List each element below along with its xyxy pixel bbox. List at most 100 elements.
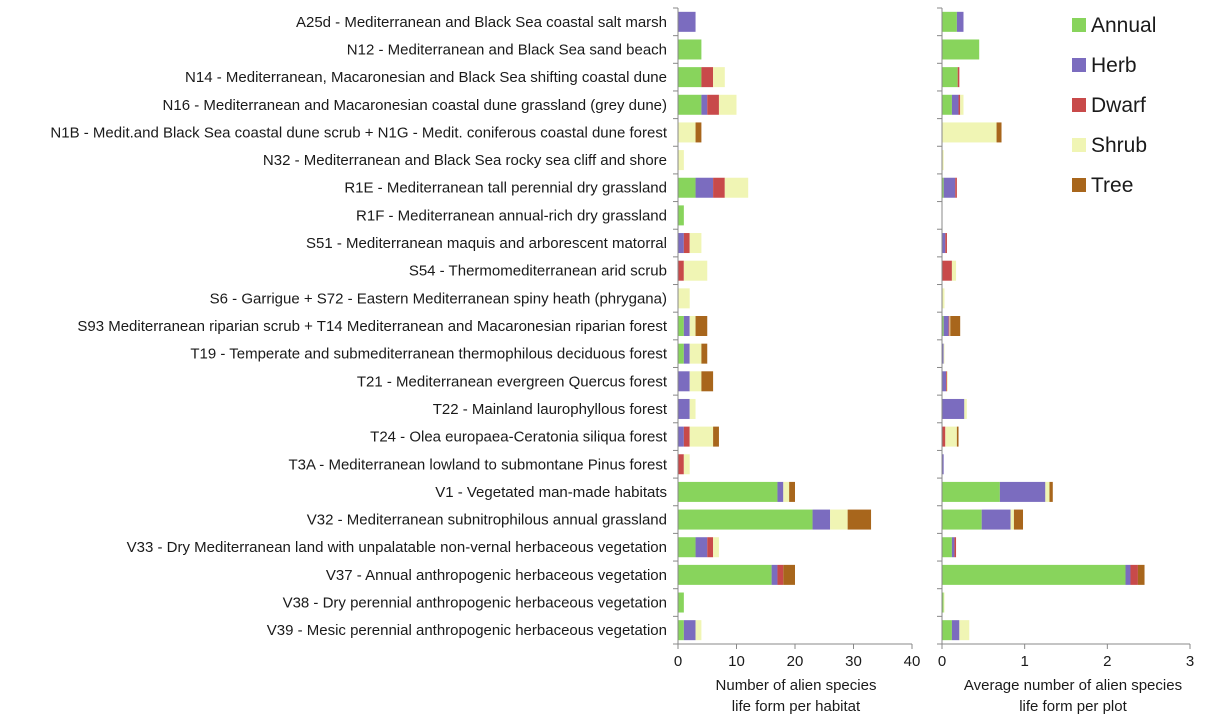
bar-segment xyxy=(695,177,714,198)
bar-segment xyxy=(695,316,708,336)
bar-segment xyxy=(683,233,690,254)
bar-segment xyxy=(942,233,946,254)
x-axis-title-line2: life form per plot xyxy=(1019,698,1127,715)
legend-label: Herb xyxy=(1091,54,1137,77)
bar-segment xyxy=(942,426,946,447)
category-label: S54 - Thermomediterranean arid scrub xyxy=(409,263,667,280)
bar-segment xyxy=(964,398,967,419)
category-label: V38 - Dry perennial anthropogenic herbac… xyxy=(283,595,667,612)
bar-segment xyxy=(683,343,690,364)
bar-segment xyxy=(678,426,684,447)
bar-segment xyxy=(812,509,831,530)
bar-segment xyxy=(943,343,945,364)
bar-segment xyxy=(713,426,719,447)
bar-segment xyxy=(942,94,952,115)
bar-segment xyxy=(689,316,696,336)
category-label: R1F - Mediterranean annual-rich dry gras… xyxy=(356,207,667,224)
bar-segment xyxy=(942,537,952,558)
bar-segment xyxy=(678,481,778,502)
bar-segment xyxy=(777,481,784,502)
category-label: N12 - Mediterranean and Black Sea sand b… xyxy=(347,41,667,58)
bar-segment xyxy=(996,122,1002,143)
bar-segment xyxy=(678,150,684,171)
bar-segment xyxy=(943,316,949,336)
bar-segment xyxy=(956,11,964,32)
legend-swatch xyxy=(1072,18,1086,32)
bar-segment xyxy=(678,592,684,613)
category-label: T3A - Mediterranean lowland to submontan… xyxy=(288,456,667,473)
bar-segment xyxy=(683,316,690,336)
bar-segment xyxy=(945,233,947,254)
bar-segment xyxy=(942,481,1000,502)
bar-segment xyxy=(678,39,702,60)
bar-segment xyxy=(678,94,702,115)
category-label: S6 - Garrigue + S72 - Eastern Mediterran… xyxy=(210,290,667,307)
bar-segment xyxy=(678,371,690,392)
bar-segment xyxy=(942,316,944,336)
x-axis-title-line2: life form per habitat xyxy=(732,698,861,715)
bar-segment xyxy=(701,67,714,88)
category-label: T24 - Olea europaea-Ceratonia siliqua fo… xyxy=(370,429,668,446)
bar-segment xyxy=(1049,481,1053,502)
bar-segment xyxy=(1125,564,1131,585)
bar-segment xyxy=(951,94,959,115)
bar-segment xyxy=(958,94,961,115)
bar-segment xyxy=(707,94,719,115)
bar-segment xyxy=(777,564,784,585)
category-label: T19 - Temperate and submediterranean the… xyxy=(190,346,668,363)
x-tick-label: 20 xyxy=(787,653,804,670)
category-label: N16 - Mediterranean and Macaronesian coa… xyxy=(163,97,667,114)
bar-segment xyxy=(678,509,813,530)
x-tick-label: 0 xyxy=(938,653,946,670)
bar-segment xyxy=(942,11,957,32)
bar-segment xyxy=(707,537,714,558)
bar-segment xyxy=(771,564,778,585)
x-tick-label: 40 xyxy=(904,653,921,670)
x-tick-label: 2 xyxy=(1103,653,1111,670)
bar-segment xyxy=(678,11,696,32)
bar-segment xyxy=(954,537,957,558)
category-label: S93 Mediterranean riparian scrub + T14 M… xyxy=(77,318,667,335)
bar-segment xyxy=(830,509,848,530)
x-tick-label: 10 xyxy=(728,653,745,670)
category-label: V39 - Mesic perennial anthropogenic herb… xyxy=(267,622,667,639)
category-label: V1 - Vegetated man-made habitats xyxy=(435,484,667,501)
bar-segment xyxy=(689,426,714,447)
bar-segment xyxy=(950,316,961,336)
bar-segment xyxy=(948,316,950,336)
legend-label: Dwarf xyxy=(1091,94,1146,117)
x-tick-label: 1 xyxy=(1020,653,1028,670)
bar-segment xyxy=(946,371,948,392)
bar-segment xyxy=(949,316,951,336)
bar-segment xyxy=(999,481,1046,502)
bar-segment xyxy=(678,343,684,364)
bar-segment xyxy=(943,177,956,198)
bar-segment xyxy=(695,122,702,143)
bar-segment xyxy=(942,509,982,530)
bar-segment xyxy=(951,260,957,281)
bar-segment xyxy=(678,205,684,226)
bar-segment xyxy=(678,316,684,336)
legend-swatch xyxy=(1072,58,1086,72)
bar-segment xyxy=(1010,509,1014,530)
bar-segment xyxy=(678,288,690,309)
bar-segment xyxy=(678,177,696,198)
bar-segment xyxy=(942,564,1126,585)
category-label: R1E - Mediterranean tall perennial dry g… xyxy=(344,180,667,197)
category-label: A25d - Mediterranean and Black Sea coast… xyxy=(296,14,667,31)
bar-segment xyxy=(955,177,957,198)
bar-segment xyxy=(942,398,965,419)
bar-segment xyxy=(942,371,947,392)
bar-segment xyxy=(1137,564,1145,585)
bar-segment xyxy=(683,426,690,447)
bar-segment xyxy=(942,122,997,143)
bar-segment xyxy=(951,620,960,641)
bar-segment xyxy=(783,481,790,502)
bar-segment xyxy=(678,260,684,281)
bar-segment xyxy=(789,481,795,502)
bar-segment xyxy=(959,620,970,641)
bar-segment xyxy=(695,620,702,641)
category-label: V33 - Dry Mediterranean land with unpala… xyxy=(127,539,667,556)
bar-segment xyxy=(678,537,696,558)
bar-segment xyxy=(701,371,714,392)
